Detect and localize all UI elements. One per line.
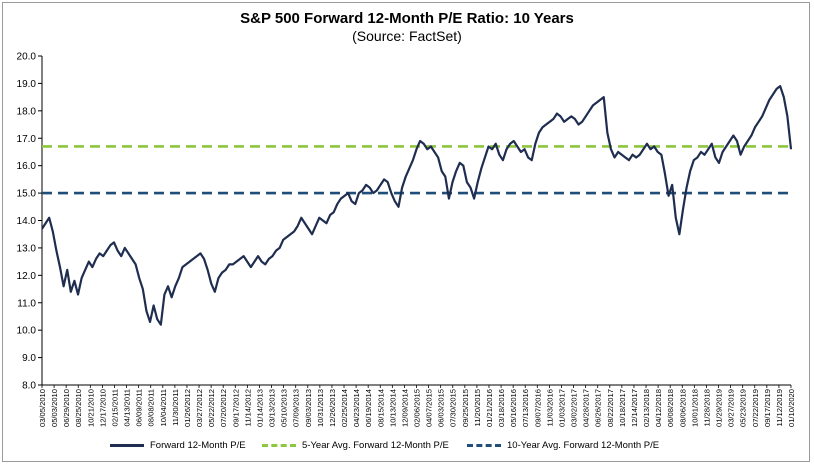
legend-label-10yr-avg: 10-Year Avg. Forward 12-Month P/E <box>507 439 660 451</box>
x-tick-label: 06/19/2014 <box>364 389 373 427</box>
legend-swatch-5yr-avg <box>262 443 296 447</box>
y-tick-label: 14.0 <box>17 216 37 227</box>
x-tick-label: 06/29/2010 <box>62 389 71 427</box>
x-tick-label: 05/03/2010 <box>50 389 59 427</box>
x-tick-label: 07/20/2012 <box>219 389 228 427</box>
x-tick-label: 11/30/2011 <box>171 389 180 426</box>
x-tick-label: 04/12/2018 <box>654 389 663 427</box>
forward-pe-series-line <box>41 85 793 326</box>
x-tick-label: 03/13/2013 <box>268 389 277 427</box>
y-tick-label: 13.0 <box>17 243 37 254</box>
legend-swatch-10yr-avg <box>467 443 501 447</box>
x-tick-label: 12/26/2013 <box>328 389 337 427</box>
x-tick-label: 11/20/2015 <box>473 389 482 426</box>
x-tick-label: 07/09/2013 <box>292 389 301 427</box>
x-tick-label: 02/15/2011 <box>110 389 119 426</box>
x-tick-label: 11/12/2019 <box>775 389 784 426</box>
x-tick-label: 04/13/2011 <box>123 389 132 426</box>
x-tick-label: 06/26/2017 <box>594 389 603 427</box>
chart-subtitle: (Source: FactSet) <box>352 28 462 44</box>
x-tick-label: 10/18/2017 <box>618 389 627 427</box>
x-tick-label: 07/22/2019 <box>751 389 760 427</box>
y-tick-label: 11.0 <box>17 298 36 309</box>
x-tick-label: 10/01/2018 <box>690 389 699 427</box>
x-tick-label: 08/06/2018 <box>678 389 687 427</box>
y-tick-label: 18.0 <box>17 106 37 117</box>
x-tick-label: 05/16/2016 <box>509 389 518 427</box>
y-axis: 8.0 9.0 10.0 11.0 12.0 13.0 14.0 15.0 16.0 17.0 18… <box>17 52 43 392</box>
x-tick-label: 07/30/2015 <box>449 389 458 427</box>
x-tick-label: 11/28/2018 <box>702 389 711 426</box>
x-tick-label: 03/18/2016 <box>497 389 506 427</box>
y-tick-label: 19.0 <box>17 79 37 90</box>
x-tick-label: 03/27/2012 <box>195 389 204 427</box>
x-tick-label: 06/08/2018 <box>666 389 675 427</box>
x-tick-label: 04/23/2014 <box>352 389 361 427</box>
x-tick-label: 05/23/2019 <box>739 389 748 427</box>
x-tick-label: 02/06/2015 <box>413 389 422 427</box>
x-tick-label: 04/28/2017 <box>582 389 591 427</box>
x-tick-label: 01/14/2013 <box>255 389 264 427</box>
legend-label-5yr-avg: 5-Year Avg. Forward 12-Month P/E <box>302 439 449 451</box>
y-tick-label: 12.0 <box>17 271 37 282</box>
x-tick-label: 02/25/2014 <box>340 389 349 427</box>
x-tick-label: 03/27/2019 <box>727 389 736 427</box>
x-tick-label: 11/03/2016 <box>545 389 554 426</box>
x-tick-label: 08/15/2014 <box>376 389 385 427</box>
x-tick-label: 11/14/2012 <box>243 389 252 426</box>
x-tick-label: 12/09/2014 <box>400 389 409 427</box>
y-tick-label: 16.0 <box>17 161 37 172</box>
x-tick-label: 01/21/2016 <box>485 389 494 427</box>
y-tick-label: 17.0 <box>17 134 37 145</box>
x-tick-label: 10/31/2013 <box>316 389 325 427</box>
x-tick-label: 08/25/2010 <box>74 389 83 427</box>
x-tick-label: 06/09/2011 <box>135 389 144 426</box>
x-tick-label: 09/25/2015 <box>461 389 470 427</box>
x-tick-label: 01/29/2019 <box>715 389 724 427</box>
legend-item-10yr-avg: 10-Year Avg. Forward 12-Month P/E <box>467 437 659 453</box>
y-tick-label: 9.0 <box>22 353 36 364</box>
x-tick-label: 10/21/2010 <box>86 389 95 427</box>
x-tick-label: 03/05/2010 <box>38 389 47 427</box>
x-tick-label: 09/03/2013 <box>304 389 313 427</box>
y-tick-label: 10.0 <box>17 326 37 337</box>
y-tick-label: 8.0 <box>22 381 36 392</box>
x-tick-label: 09/17/2019 <box>763 389 772 427</box>
y-tick-label: 15.0 <box>17 189 37 200</box>
x-tick-label: 10/13/2014 <box>388 389 397 427</box>
x-tick-label: 09/17/2012 <box>231 389 240 427</box>
x-tick-label: 05/22/2012 <box>207 389 216 427</box>
x-tick-label: 12/14/2017 <box>630 389 639 427</box>
chart-title: S&P 500 Forward 12-Month P/E Ratio: 10 Y… <box>240 10 574 27</box>
legend-item-forward-pe: Forward 12-Month P/E <box>110 437 246 453</box>
legend-label-forward-pe: Forward 12-Month P/E <box>150 439 246 451</box>
x-axis: 03/05/2010 05/03/2010 06/29/2010 08/25/2010… <box>38 384 796 427</box>
x-tick-label: 01/03/2017 <box>557 389 566 427</box>
x-tick-label: 01/26/2012 <box>183 389 192 427</box>
x-tick-label: 05/10/2013 <box>280 389 289 427</box>
reference-lines <box>42 145 791 195</box>
x-tick-label: 08/22/2017 <box>606 389 615 427</box>
x-tick-label: 07/13/2016 <box>521 389 530 427</box>
x-tick-label: 03/02/2017 <box>570 389 579 427</box>
x-tick-label: 12/17/2010 <box>98 389 107 427</box>
legend-item-5yr-avg: 5-Year Avg. Forward 12-Month P/E <box>262 437 449 453</box>
legend: Forward 12-Month P/E 5-Year Avg. Forward… <box>0 437 814 453</box>
x-tick-label: 04/07/2015 <box>425 389 434 427</box>
series-group <box>41 85 793 326</box>
x-tick-label: 06/03/2015 <box>437 389 446 427</box>
x-tick-label: 02/13/2018 <box>642 389 651 427</box>
x-tick-label: 09/07/2016 <box>533 389 542 427</box>
x-tick-label: 08/08/2011 <box>147 389 156 426</box>
x-tick-label: 10/04/2011 <box>159 389 168 426</box>
legend-swatch-forward-pe <box>110 443 144 447</box>
y-tick-label: 20.0 <box>17 52 37 63</box>
x-tick-label: 01/10/2020 <box>787 389 796 427</box>
